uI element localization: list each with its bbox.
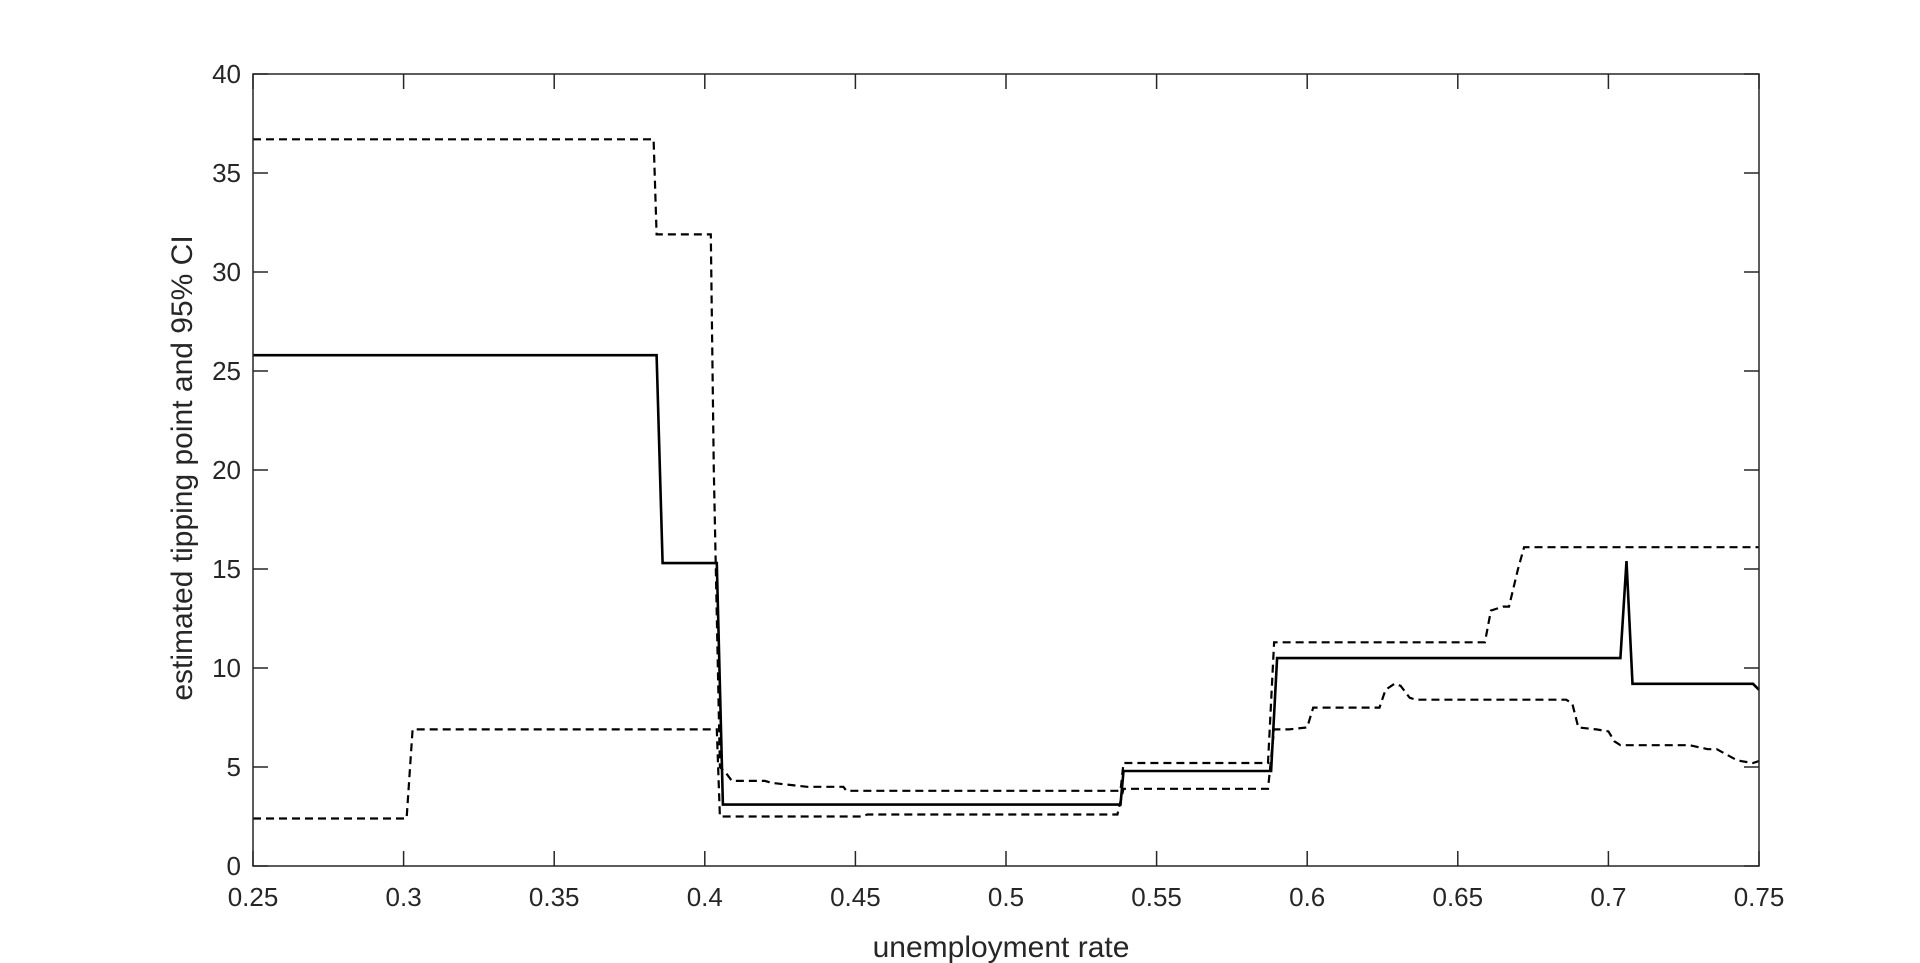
x-tick-label: 0.6 — [1289, 882, 1325, 912]
x-tick-label: 0.7 — [1590, 882, 1626, 912]
x-tick-label: 0.4 — [687, 882, 723, 912]
y-tick-label: 15 — [212, 554, 241, 584]
y-tick-label: 25 — [212, 356, 241, 386]
x-tick-label: 0.35 — [529, 882, 580, 912]
y-axis-label: estimated tipping point and 95% CI — [166, 235, 199, 700]
x-tick-label: 0.25 — [228, 882, 279, 912]
series-layer — [253, 138, 1760, 820]
y-tick-label: 0 — [227, 851, 241, 881]
x-axis-label: unemployment rate — [873, 931, 1130, 963]
y-tick-label: 10 — [212, 653, 241, 683]
axis-ticks — [252, 73, 1760, 867]
plot-area-frame — [252, 73, 1760, 867]
x-tick-label: 0.65 — [1432, 882, 1483, 912]
x-tick-label: 0.3 — [386, 882, 422, 912]
x-tick-label: 0.45 — [830, 882, 881, 912]
x-tick-label: 0.55 — [1131, 882, 1182, 912]
y-tick-label: 5 — [227, 752, 241, 782]
y-tick-label: 35 — [212, 158, 241, 188]
x-tick-label: 0.5 — [988, 882, 1024, 912]
x-tick-label: 0.75 — [1734, 882, 1785, 912]
series-line-2 — [253, 682, 1760, 820]
y-tick-label: 30 — [212, 257, 241, 287]
series-line-0 — [253, 353, 1760, 806]
y-tick-label: 40 — [212, 59, 241, 89]
x-axis-tick-labels: 0.25 0.3 0.35 0.4 0.45 0.5 0.55 0.6 0.65 0.7 0.75 — [228, 882, 1785, 912]
series-line-1 — [253, 138, 1759, 792]
y-tick-label: 20 — [212, 455, 241, 485]
y-axis-tick-labels: 0 5 10 15 20 25 30 35 40 — [212, 59, 241, 881]
